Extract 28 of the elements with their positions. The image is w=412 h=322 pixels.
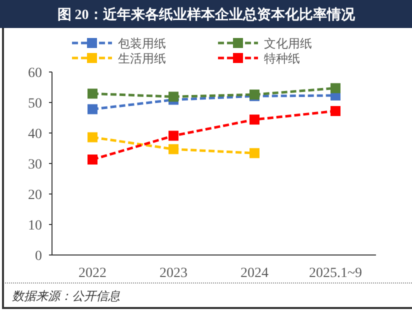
- x-tick-label: 2025.1~9: [308, 266, 362, 281]
- y-tick-label: 10: [28, 218, 42, 234]
- point: [88, 88, 98, 99]
- point: [88, 104, 98, 114]
- y-tick-label: 40: [28, 127, 42, 142]
- y-tick-label: 50: [28, 96, 42, 112]
- point: [88, 132, 98, 142]
- point: [168, 144, 178, 154]
- point: [330, 106, 340, 116]
- source-note: 数据来源：公开信息: [12, 289, 120, 303]
- chart-title: 图 20：近年来各纸业样本企业总资本化比率情况: [57, 6, 356, 23]
- legend-label: 特种纸: [264, 52, 300, 66]
- y-tick-label: 60: [28, 66, 42, 81]
- point: [168, 130, 178, 141]
- point: [330, 83, 340, 94]
- x-tick-label: 2022: [78, 266, 106, 281]
- legend-label: 生活用纸: [118, 52, 166, 66]
- x-tick-label: 2024: [240, 266, 268, 281]
- y-tick-label: 0: [35, 249, 42, 264]
- point: [168, 92, 178, 102]
- y-tick-label: 30: [28, 158, 42, 172]
- legend-label: 文化用纸: [264, 36, 312, 50]
- x-tick-label: 2023: [160, 266, 188, 281]
- point: [250, 148, 260, 158]
- point: [250, 114, 260, 125]
- point: [88, 154, 98, 165]
- y-tick-label: 20: [28, 188, 42, 203]
- legend-label: 包装用纸: [118, 36, 166, 50]
